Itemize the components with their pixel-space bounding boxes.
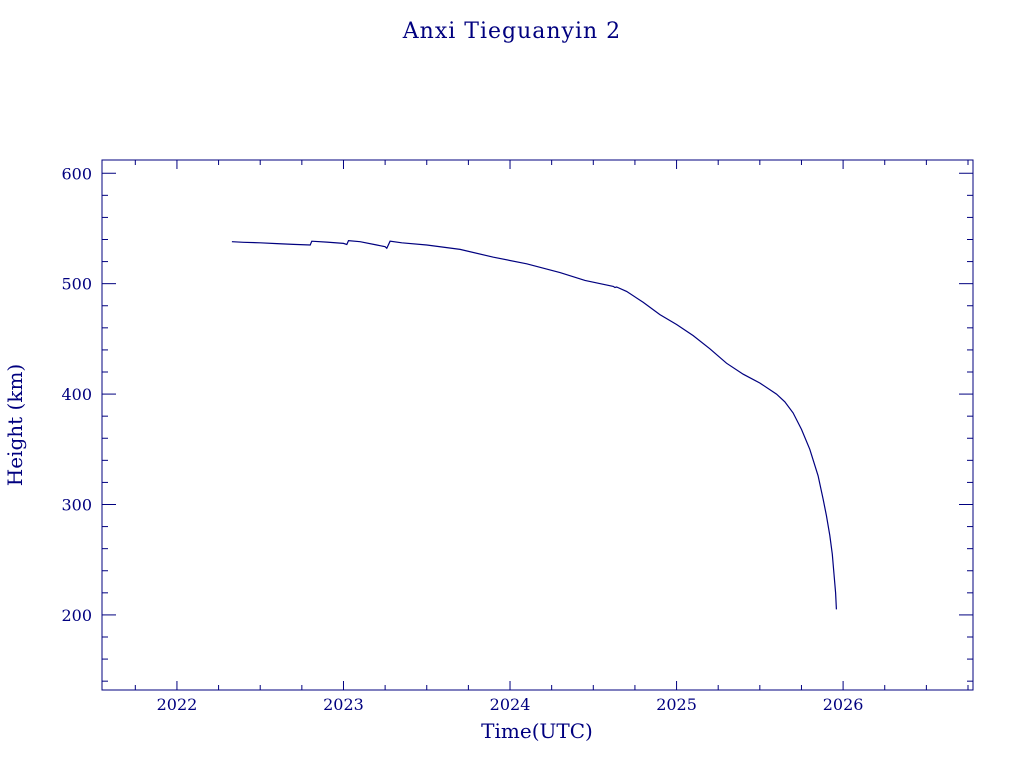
x-tick-label: 2024 xyxy=(490,695,531,714)
series-line xyxy=(231,239,837,610)
y-tick-label: 300 xyxy=(61,496,92,515)
x-tick-label: 2023 xyxy=(323,695,364,714)
x-tick-label: 2026 xyxy=(823,695,864,714)
y-tick-label: 500 xyxy=(61,275,92,294)
plot-frame xyxy=(101,159,974,691)
x-tick-label: 2022 xyxy=(157,695,198,714)
x-tick-label: 2025 xyxy=(656,695,697,714)
chart-title: Anxi Tieguanyin 2 xyxy=(402,19,621,44)
axis-ticks xyxy=(102,160,973,690)
y-tick-labels: 200 300 400 500 600 xyxy=(61,164,92,625)
y-tick-label: 600 xyxy=(61,164,92,183)
series-group xyxy=(231,239,837,610)
x-tick-labels: 2022 2023 2024 2025 2026 xyxy=(157,695,864,714)
x-axis-label: Time(UTC) xyxy=(481,719,593,743)
y-tick-label: 400 xyxy=(61,385,92,404)
y-tick-label: 200 xyxy=(61,606,92,625)
y-axis-label: Height (km) xyxy=(3,364,27,486)
